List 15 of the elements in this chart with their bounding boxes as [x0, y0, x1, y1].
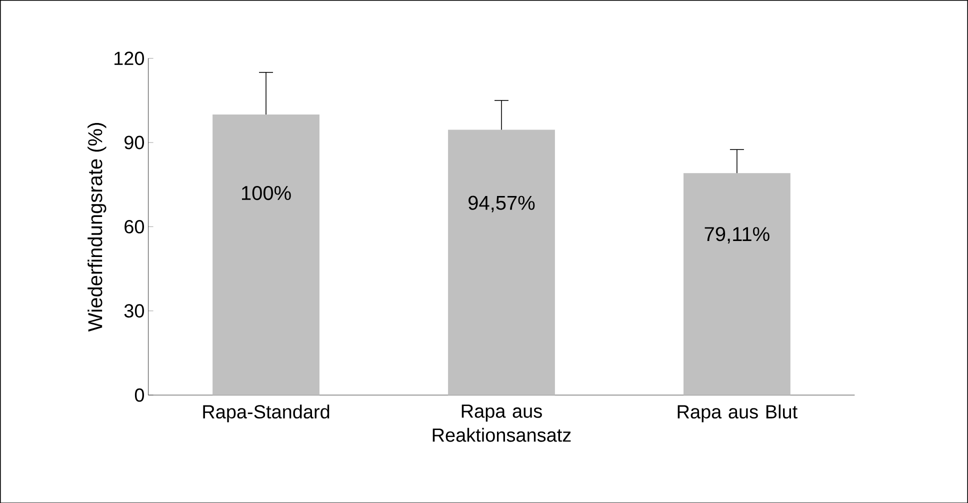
data-label: 100% [242, 186, 291, 200]
bar [212, 114, 320, 395]
data-label: 94,57% [468, 196, 535, 212]
data-label: 79,11% [704, 226, 770, 244]
y-tick-label: 90 [124, 136, 144, 150]
x-tick-label: Rapa aus Reaktionsansatz [432, 404, 571, 442]
y-tick-label: 30 [124, 304, 144, 318]
y-tick-label: 120 [114, 51, 144, 65]
bar [684, 172, 790, 395]
bar [448, 130, 555, 395]
y-tick-label: 0 [134, 388, 144, 402]
x-tick-label: Rapa-Standard [203, 404, 330, 422]
y-axis-title: Wiederfindungsrate (%) [88, 122, 106, 332]
x-tick-label: Rapa aus Blut [678, 404, 798, 422]
y-tick-label: 60 [124, 220, 144, 234]
